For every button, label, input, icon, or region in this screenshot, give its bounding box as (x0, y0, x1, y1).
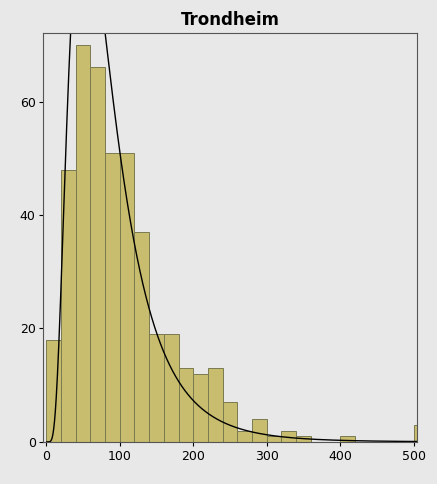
Bar (76, 45, 90, 442)
Bar (281, 431, 296, 442)
Bar (90, 67, 105, 442)
Bar (46, 340, 61, 442)
Bar (193, 374, 208, 442)
Bar (105, 152, 120, 442)
Bar (179, 368, 193, 442)
Bar (340, 436, 355, 442)
Bar (120, 152, 135, 442)
Bar (208, 368, 222, 442)
Bar (237, 431, 252, 442)
Bar (413, 425, 428, 442)
Bar (252, 419, 267, 442)
Bar (164, 334, 179, 442)
Title: Trondheim: Trondheim (180, 11, 279, 29)
Bar (222, 402, 237, 442)
Bar (149, 334, 164, 442)
Bar (61, 169, 76, 442)
Bar (135, 232, 149, 442)
Bar (267, 436, 281, 442)
Bar (296, 436, 311, 442)
